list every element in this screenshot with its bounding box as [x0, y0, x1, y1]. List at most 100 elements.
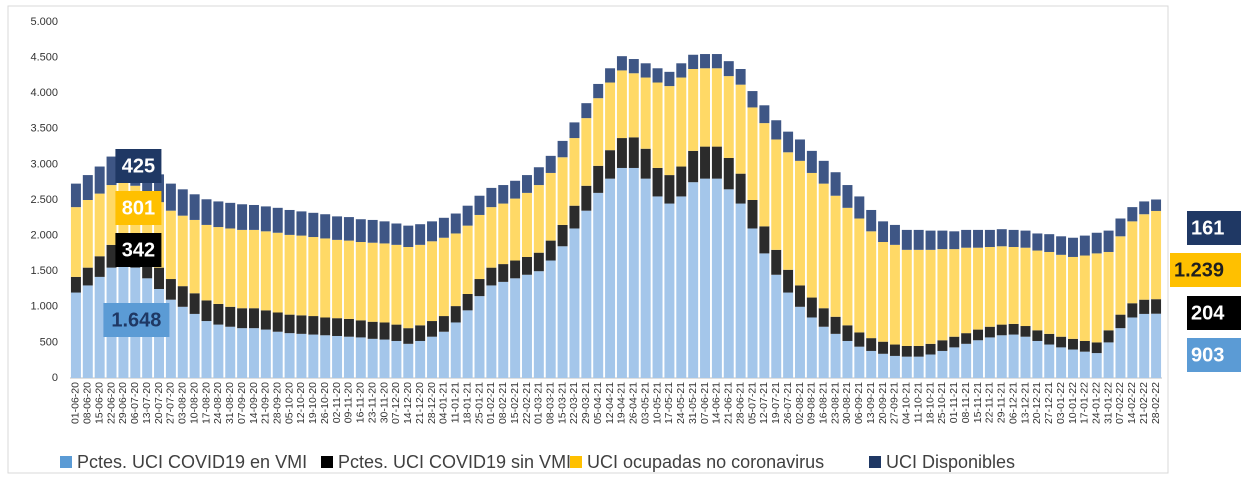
bar-segment: [1127, 317, 1138, 378]
bar-segment: [735, 84, 746, 174]
bar-segment: [818, 326, 829, 378]
bar-segment: [177, 215, 188, 287]
x-tick-label: 25-10-21: [936, 382, 948, 424]
bar-segment: [94, 193, 105, 257]
bar-segment: [996, 335, 1007, 378]
bar-segment: [1127, 303, 1138, 318]
bar-segment: [225, 306, 236, 327]
bar-segment: [379, 339, 390, 378]
y-tick-label: 3.000: [30, 158, 58, 170]
bar-segment: [237, 229, 248, 309]
bar-segment: [1151, 313, 1162, 378]
bar-segment: [652, 196, 663, 378]
bar-segment: [343, 318, 354, 337]
bar-segment: [628, 137, 639, 168]
x-tick-label: 21-09-20: [260, 382, 272, 424]
bar-segment: [806, 150, 817, 173]
value-label: 1.648: [111, 309, 161, 331]
bar-segment: [973, 247, 984, 330]
x-tick-label: 26-07-21: [782, 382, 794, 424]
bar-segment: [1056, 336, 1067, 348]
x-tick-label: 22-06-20: [105, 382, 117, 424]
bar-segment: [569, 138, 580, 206]
bar-segment: [889, 344, 900, 356]
bar-segment: [1091, 342, 1102, 354]
bar-segment: [391, 340, 402, 378]
bar-segment: [272, 331, 283, 378]
legend-label: Pctes. UCI COVID19 sin VMI: [338, 452, 571, 472]
bar-segment: [759, 123, 770, 227]
bar-segment: [142, 256, 153, 279]
x-tick-label: 04-01-21: [438, 382, 450, 424]
bar-segment: [806, 317, 817, 378]
bar-segment: [973, 229, 984, 248]
bar-segment: [355, 242, 366, 321]
x-tick-label: 12-07-21: [758, 382, 770, 424]
bar-segment: [854, 332, 865, 347]
bar-segment: [510, 180, 521, 199]
x-tick-label: 07-02-22: [1114, 382, 1126, 424]
bar-segment: [320, 214, 331, 239]
bar-segment: [628, 73, 639, 138]
bar-segment: [284, 333, 295, 378]
bar-segment: [830, 316, 841, 334]
bar-segment: [70, 276, 81, 293]
bar-segment: [272, 312, 283, 332]
bar-segment: [854, 196, 865, 219]
x-tick-label: 08-11-21: [960, 382, 972, 423]
bar-segment: [723, 61, 734, 77]
x-tick-label: 27-09-21: [889, 382, 901, 424]
bar-segment: [723, 189, 734, 378]
bar-segment: [771, 120, 782, 140]
bar-segment: [415, 224, 426, 245]
bar-segment: [201, 199, 212, 225]
bar-segment: [498, 203, 509, 265]
x-tick-label: 21-06-21: [723, 382, 735, 424]
x-tick-label: 29-11-21: [996, 382, 1008, 423]
bar-segment: [1139, 214, 1150, 300]
bar-segment: [700, 178, 711, 378]
bar-segment: [521, 192, 532, 257]
bar-segment: [783, 269, 794, 293]
bar-segment: [996, 324, 1007, 336]
bar-segment: [450, 306, 461, 323]
bar-segment: [427, 336, 438, 378]
bar-segment: [747, 228, 758, 378]
bar-segment: [367, 321, 378, 339]
bar-segment: [605, 68, 616, 83]
bar-segment: [593, 165, 604, 193]
bar-segment: [450, 233, 461, 307]
legend-marker: [60, 456, 72, 468]
bar-segment: [438, 217, 449, 238]
bar-segment: [533, 167, 544, 186]
x-tick-label: 26-10-20: [319, 382, 331, 424]
bar-segment: [94, 166, 105, 194]
legend-marker: [869, 456, 881, 468]
bar-segment: [533, 252, 544, 272]
bar-segment: [142, 194, 153, 257]
bar-segment: [676, 63, 687, 78]
value-label-box: [1187, 211, 1241, 245]
bar-segment: [498, 185, 509, 204]
x-tick-label: 03-05-21: [639, 382, 651, 424]
bar-segment: [320, 317, 331, 336]
bar-segment: [794, 306, 805, 378]
bar-segment: [1044, 344, 1055, 378]
bar-segment: [1056, 347, 1067, 378]
bar-segment: [1008, 334, 1019, 378]
bar-segment: [1115, 328, 1126, 378]
bar-segment: [901, 229, 912, 250]
bar-segment: [237, 204, 248, 230]
bar-segment: [106, 185, 117, 245]
bar-segment: [248, 204, 259, 230]
bar-segment: [878, 341, 889, 354]
value-label: 1.239: [1174, 259, 1224, 281]
bar-segment: [913, 356, 924, 378]
bar-segment: [1127, 221, 1138, 304]
bar-segment: [332, 216, 343, 240]
bar-segment: [237, 308, 248, 329]
bar-segment: [901, 345, 912, 357]
x-tick-label: 14-02-22: [1126, 382, 1138, 424]
bar-segment: [878, 353, 889, 378]
